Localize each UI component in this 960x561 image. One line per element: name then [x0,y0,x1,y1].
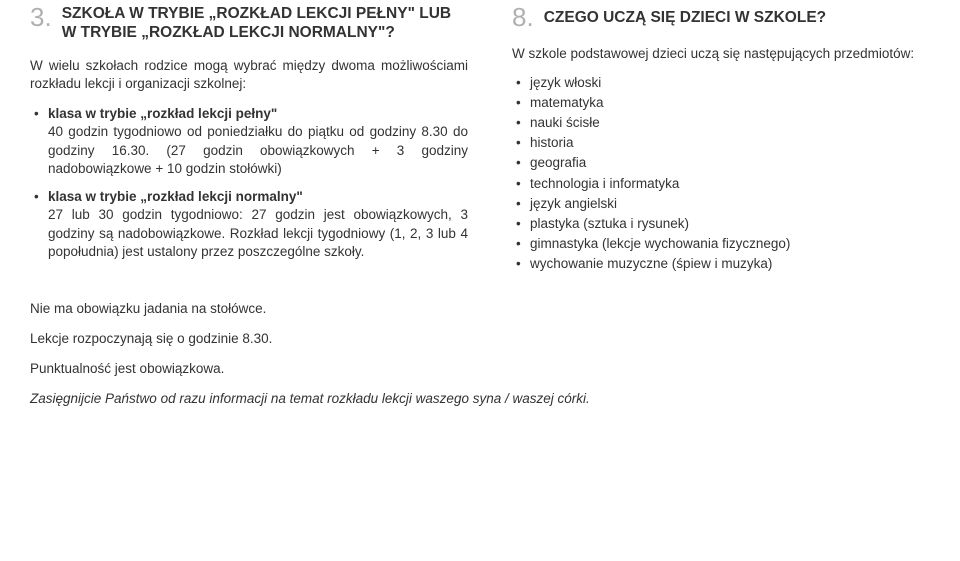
section-3-intro: W wielu szkołach rodzice mogą wybrać mię… [30,57,468,93]
section-8-title: CZEGO UCZĄ SIĘ DZIECI W SZKOLE? [544,4,826,27]
option-1-head: klasa w trybie „rozkład lekcji pełny" [48,106,277,121]
section-3-header: 3. SZKOŁA W TRYBIE „ROZKŁAD LEKCJI PEŁNY… [30,4,468,43]
list-item: wychowanie muzyczne (śpiew i muzyka) [512,255,930,273]
list-item: matematyka [512,94,930,112]
footer-line-1: Nie ma obowiązku jadania na stołówce. [30,300,930,318]
section-3-number: 3. [30,4,52,31]
list-item: język włoski [512,74,930,92]
footer-line-2: Lekcje rozpoczynają się o godzinie 8.30. [30,330,930,348]
list-item: klasa w trybie „rozkład lekcji pełny" 40… [30,105,468,178]
list-item: nauki ścisłe [512,114,930,132]
list-item: plastyka (sztuka i rysunek) [512,215,930,233]
list-item: technologia i informatyka [512,175,930,193]
list-item: klasa w trybie „rozkład lekcji normalny"… [30,188,468,261]
footer-line-3: Punktualność jest obowiązkowa. [30,360,930,378]
option-2-body: 27 lub 30 godzin tygodniowo: 27 godzin j… [48,207,468,258]
footer-notes: Nie ma obowiązku jadania na stołówce. Le… [30,300,930,409]
section-3-title: SZKOŁA W TRYBIE „ROZKŁAD LEKCJI PEŁNY" L… [62,4,468,43]
option-2-head: klasa w trybie „rozkład lekcji normalny" [48,189,303,204]
list-item: gimnastyka (lekcje wychowania fizycznego… [512,235,930,253]
schedule-options-list: klasa w trybie „rozkład lekcji pełny" 40… [30,105,468,261]
section-8-intro: W szkole podstawowej dzieci uczą się nas… [512,45,930,63]
list-item: historia [512,134,930,152]
footer-line-4: Zasięgnijcie Państwo od razu informacji … [30,390,930,408]
right-column: 8. CZEGO UCZĄ SIĘ DZIECI W SZKOLE? W szk… [512,4,930,286]
section-8-header: 8. CZEGO UCZĄ SIĘ DZIECI W SZKOLE? [512,4,930,31]
list-item: język angielski [512,195,930,213]
list-item: geografia [512,154,930,172]
left-column: 3. SZKOŁA W TRYBIE „ROZKŁAD LEKCJI PEŁNY… [30,4,468,286]
subjects-list: język włoski matematyka nauki ścisłe histor… [512,74,930,274]
section-8-number: 8. [512,4,534,31]
option-1-body: 40 godzin tygodniowo od poniedziałku do … [48,124,468,175]
